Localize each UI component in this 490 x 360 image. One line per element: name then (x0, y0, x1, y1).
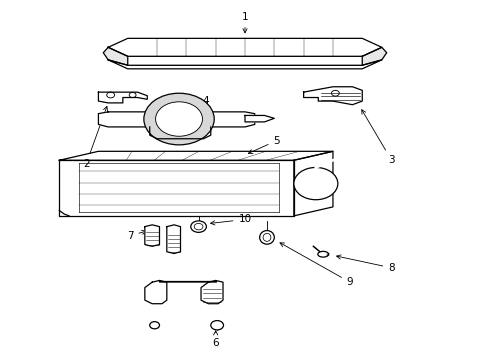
Text: 1: 1 (242, 12, 248, 33)
Polygon shape (98, 112, 255, 127)
Polygon shape (304, 87, 362, 105)
Polygon shape (108, 39, 382, 56)
Circle shape (144, 93, 214, 145)
Circle shape (150, 321, 159, 329)
Text: 2: 2 (83, 107, 107, 169)
Circle shape (211, 320, 223, 330)
Ellipse shape (260, 230, 274, 244)
Polygon shape (103, 47, 128, 65)
Polygon shape (150, 127, 211, 139)
Polygon shape (362, 47, 387, 65)
Text: 10: 10 (211, 215, 251, 225)
Polygon shape (201, 280, 223, 304)
Polygon shape (98, 92, 147, 103)
Circle shape (156, 102, 202, 136)
Text: 3: 3 (362, 110, 395, 165)
Text: 8: 8 (337, 255, 395, 273)
Circle shape (294, 167, 338, 200)
Text: 9: 9 (280, 243, 353, 287)
Polygon shape (59, 160, 294, 216)
Circle shape (191, 221, 206, 232)
Polygon shape (59, 151, 333, 160)
Ellipse shape (318, 251, 329, 257)
Polygon shape (167, 225, 180, 253)
Text: 4: 4 (202, 96, 209, 109)
Text: 6: 6 (212, 331, 219, 348)
Polygon shape (145, 280, 167, 304)
Polygon shape (245, 116, 274, 122)
Text: 7: 7 (127, 230, 146, 240)
Polygon shape (145, 225, 159, 246)
Polygon shape (108, 60, 382, 69)
Polygon shape (294, 151, 333, 216)
Text: 5: 5 (248, 136, 280, 154)
